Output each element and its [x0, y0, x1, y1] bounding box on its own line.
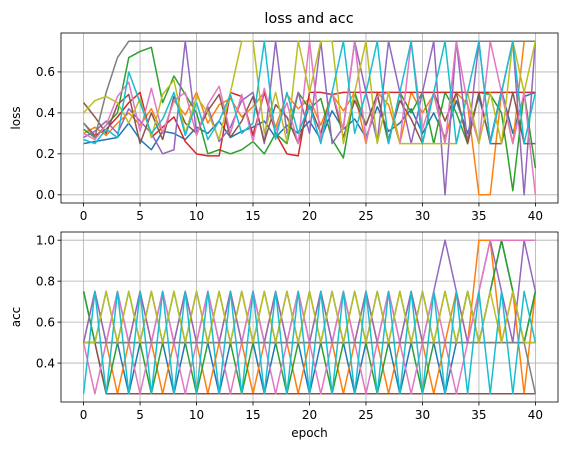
y-tick-label: 0.6	[36, 65, 55, 79]
x-tick-label: 35	[471, 209, 486, 223]
series-line-4	[83, 40, 537, 196]
y-tick-label: 0.6	[36, 315, 55, 329]
x-tick-label: 30	[415, 209, 430, 223]
x-tick-label: 25	[358, 408, 373, 422]
series-line-9	[83, 40, 537, 145]
series-line-7	[83, 40, 536, 139]
x-tick-label: 15	[245, 209, 260, 223]
y-tick-label: 0.8	[36, 274, 55, 288]
x-tick-label: 10	[189, 209, 204, 223]
loss-subplot: 0 5 10 15 20 25 30 35 40 0.0 0.2 0.4 0.6 loss	[9, 32, 559, 223]
chart-title: loss and acc	[264, 11, 353, 27]
x-tick-label: 10	[189, 408, 204, 422]
x-tick-label: 30	[415, 408, 430, 422]
x-tick-label: 0	[80, 408, 88, 422]
x-tick-label: 40	[528, 209, 543, 223]
x-tick-label: 20	[302, 209, 317, 223]
x-tick-label: 5	[136, 408, 144, 422]
x-tick-label: 15	[245, 408, 260, 422]
x-tick-label: 25	[358, 209, 373, 223]
y-axis-label: loss	[9, 106, 23, 129]
acc-subplot: 0 5 10 15 20 25 30 35 40 0.4 0.6 0.8 1.0 acc epoch	[9, 231, 559, 440]
x-tick-label: 0	[80, 209, 88, 223]
x-tick-label: 5	[136, 209, 144, 223]
y-tick-label: 1.0	[36, 233, 55, 247]
y-tick-label: 0.0	[36, 188, 55, 202]
y-tick-label: 0.4	[36, 106, 55, 120]
y-tick-label: 0.4	[36, 356, 55, 370]
y-axis-label: acc	[9, 307, 23, 328]
x-tick-label: 35	[471, 408, 486, 422]
x-axis-label: epoch	[291, 426, 328, 440]
series-line-7	[83, 341, 537, 394]
x-tick-label: 40	[528, 408, 543, 422]
series-line-9	[82, 290, 537, 395]
series-line-1	[83, 40, 536, 196]
y-tick-label: 0.2	[36, 147, 55, 161]
x-tick-label: 20	[302, 408, 317, 422]
